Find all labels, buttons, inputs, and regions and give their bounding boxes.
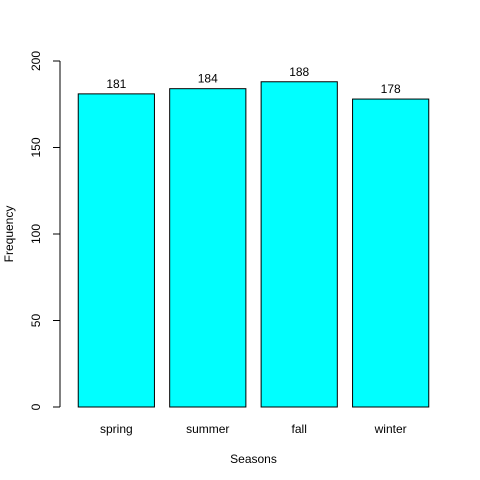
data-label: 181: [106, 77, 126, 91]
y-tick-label: 150: [29, 137, 43, 157]
x-axis-tick-labels: spring summer fall winter: [100, 422, 407, 436]
y-tick-label: 50: [29, 314, 43, 328]
data-label: 184: [198, 72, 218, 86]
x-tick-label: winter: [374, 422, 407, 436]
bar-spring: [77, 93, 155, 408]
bar-summer: [169, 88, 247, 408]
data-label: 178: [381, 82, 401, 96]
x-tick-label: summer: [186, 422, 229, 436]
y-tick-label: 100: [29, 224, 43, 244]
x-axis-title: Seasons: [230, 452, 277, 466]
y-tick-label: 200: [29, 51, 43, 71]
x-tick-label: fall: [292, 422, 307, 436]
bars: [77, 81, 430, 408]
y-axis-ticks: 0 50 100 150 200: [29, 51, 60, 410]
bar-fall: [260, 81, 338, 408]
bar-winter: [352, 98, 430, 408]
y-axis-title: Frequency: [2, 206, 16, 263]
x-tick-label: spring: [100, 422, 133, 436]
y-tick-label: 0: [29, 403, 43, 410]
data-labels: 181 184 188 178: [106, 65, 401, 96]
data-label: 188: [289, 65, 309, 79]
